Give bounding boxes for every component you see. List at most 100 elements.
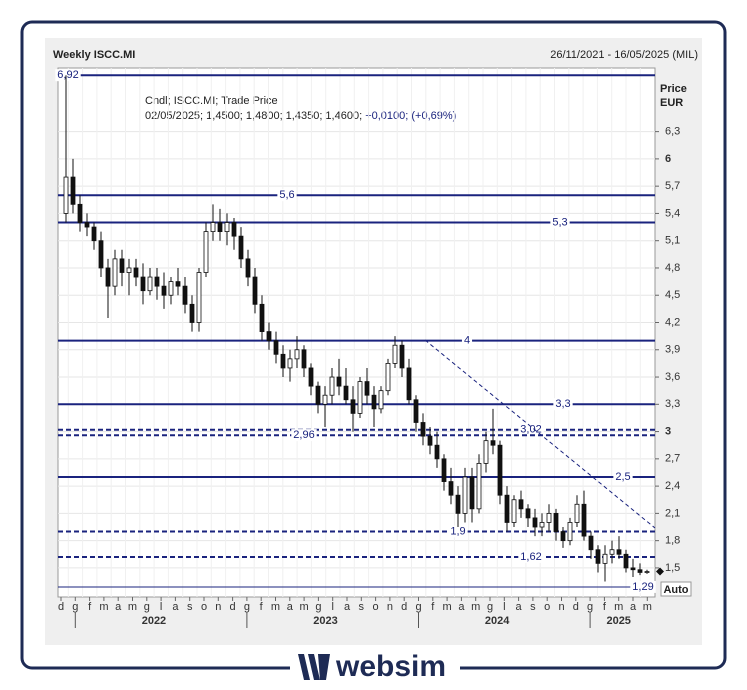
x-tick-label: g <box>144 601 150 613</box>
level-label: 1,29 <box>632 581 653 593</box>
candle-body <box>595 549 601 564</box>
candle-body <box>84 222 90 228</box>
candle-body <box>161 285 167 296</box>
candle-body <box>476 462 482 510</box>
chart-title: Weekly ISCC.MI <box>53 49 135 61</box>
scale-mode[interactable]: Auto <box>663 584 688 596</box>
candle-body <box>70 176 76 205</box>
candle-body <box>434 444 440 460</box>
candle-body <box>350 399 356 414</box>
x-tick-label: n <box>387 601 393 613</box>
x-tick-label: o <box>373 601 379 613</box>
period: 26/11/2021 - 16/05/2025 (MIL) <box>550 49 698 61</box>
x-tick-label: l <box>160 601 162 613</box>
candle-body <box>126 267 132 273</box>
x-tick-label: g <box>315 601 321 613</box>
x-tick-label: s <box>359 601 365 613</box>
y-tick-label: 4,5 <box>665 289 680 301</box>
candle-body <box>231 222 237 237</box>
x-tick-label: f <box>260 601 264 613</box>
x-tick-label: d <box>401 601 407 613</box>
candle-body <box>483 440 489 464</box>
candle-body <box>504 494 510 523</box>
level-label: 3,02 <box>520 424 541 436</box>
candle-body <box>273 340 279 355</box>
x-tick-label: o <box>544 601 550 613</box>
info-values: 02/05/2025; 1,4500; 1,4800; 1,4350; 1,46… <box>145 110 362 122</box>
x-tick-label: g <box>587 601 593 613</box>
candle-body <box>98 240 104 269</box>
candle-body <box>455 494 461 514</box>
candle-body <box>644 571 650 573</box>
level-label: 4 <box>464 335 470 347</box>
candle-body <box>154 276 160 287</box>
candle-body <box>252 276 258 305</box>
candle-body <box>175 281 181 287</box>
y-tick-label: 5,7 <box>665 180 680 192</box>
y-tick-label: 2,1 <box>665 507 680 519</box>
candle-body <box>203 231 209 273</box>
level-label: 2,5 <box>615 471 630 483</box>
candle-body <box>441 458 447 482</box>
candle-body <box>602 553 608 564</box>
x-tick-label: d <box>573 601 579 613</box>
candle-body <box>259 303 265 332</box>
candle-body <box>77 203 83 223</box>
candle-body <box>525 508 531 519</box>
candle-body <box>357 381 363 414</box>
y-tick-label: 1,5 <box>665 562 680 574</box>
candle-body <box>413 399 419 423</box>
candle-body <box>112 258 118 287</box>
candle-body <box>567 522 573 542</box>
candle-body <box>553 512 559 532</box>
candle-body <box>245 258 251 278</box>
x-tick-label: l <box>503 601 505 613</box>
candle-body <box>448 481 454 496</box>
candle-body <box>196 272 202 323</box>
candle-body <box>210 222 216 233</box>
y-tick-label: 4,8 <box>665 262 680 274</box>
x-tick-label: g <box>415 601 421 613</box>
x-tick-label: f <box>88 601 92 613</box>
year-label: 2025 <box>606 615 630 627</box>
candle-body <box>385 363 391 392</box>
candle-body <box>490 440 496 446</box>
candle-body <box>630 567 636 571</box>
x-tick-label: s <box>530 601 536 613</box>
plot-area <box>57 67 656 598</box>
x-tick-label: s <box>187 601 193 613</box>
x-tick-label: a <box>115 601 122 613</box>
level-label: 6,92 <box>57 69 78 81</box>
x-tick-label: m <box>614 601 623 613</box>
logo-gap <box>290 655 460 675</box>
candle-body <box>616 549 622 555</box>
candle-body <box>399 344 405 369</box>
candle-body <box>140 276 146 292</box>
candle-body <box>287 358 293 369</box>
y-tick-label: 3,6 <box>665 371 680 383</box>
candle-body <box>560 531 566 542</box>
candle-body <box>588 535 594 551</box>
y-tick-label: 4,2 <box>665 316 680 328</box>
x-tick-label: d <box>58 601 64 613</box>
x-tick-label: m <box>128 601 137 613</box>
x-tick-label: f <box>603 601 607 613</box>
candle-body <box>539 522 545 528</box>
level-label-bg <box>291 429 317 442</box>
x-tick-label: a <box>172 601 179 613</box>
y-unit: EUR <box>660 97 683 109</box>
candle-body <box>497 444 503 496</box>
candle-body <box>343 385 349 401</box>
candle-body <box>469 476 475 510</box>
scale-button[interactable] <box>660 581 692 597</box>
x-tick-label: n <box>215 601 221 613</box>
level-label-bg <box>277 189 297 202</box>
x-tick-label: n <box>558 601 564 613</box>
level-label-bg <box>461 334 473 347</box>
x-tick-label: o <box>201 601 207 613</box>
level-label-bg <box>518 550 544 563</box>
candle-body <box>336 376 342 387</box>
candle-body <box>189 303 195 323</box>
x-tick-label: m <box>99 601 108 613</box>
